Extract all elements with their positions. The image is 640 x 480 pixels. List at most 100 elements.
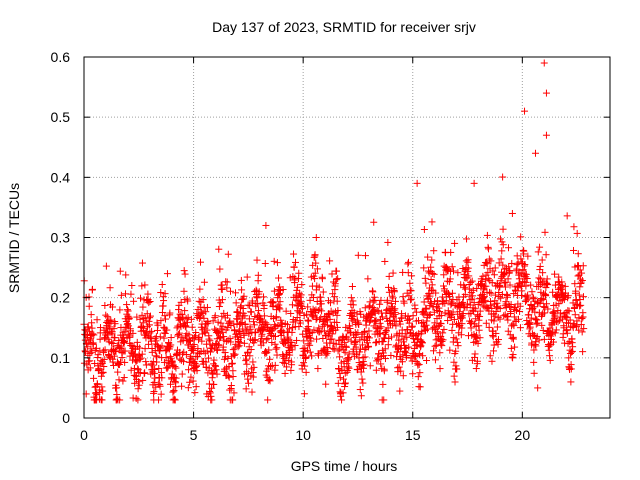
data-point <box>283 363 291 371</box>
data-point <box>89 330 97 338</box>
data-point <box>227 338 235 346</box>
data-point <box>150 378 158 386</box>
data-point <box>415 361 423 369</box>
data-point <box>423 357 431 365</box>
data-point <box>546 356 554 364</box>
data-point <box>250 336 258 344</box>
data-point <box>187 373 195 381</box>
data-point <box>368 311 376 319</box>
data-point <box>440 282 448 290</box>
data-point <box>396 387 404 395</box>
data-point <box>288 328 296 336</box>
data-point <box>572 287 580 295</box>
data-point <box>520 247 528 255</box>
data-point <box>189 377 197 385</box>
data-point <box>566 316 574 324</box>
data-point <box>467 324 475 332</box>
data-point <box>482 319 490 327</box>
data-point <box>190 347 198 355</box>
y-tick-label: 0.2 <box>51 290 71 306</box>
data-point <box>200 314 208 322</box>
data-point <box>193 367 201 375</box>
data-point <box>234 315 242 323</box>
data-point <box>430 347 438 355</box>
data-point <box>230 389 238 397</box>
data-point <box>184 384 192 392</box>
data-point <box>387 300 395 308</box>
data-point <box>270 287 278 295</box>
data-point <box>519 266 527 274</box>
data-point <box>111 347 119 355</box>
data-point <box>86 357 94 365</box>
data-point <box>203 347 211 355</box>
data-point <box>538 256 546 264</box>
data-point <box>270 257 278 265</box>
data-point <box>134 365 142 373</box>
data-point <box>492 329 500 337</box>
data-point <box>306 296 314 304</box>
data-point <box>425 311 433 319</box>
data-point <box>243 273 251 281</box>
data-point <box>499 241 507 249</box>
data-point <box>158 280 166 288</box>
data-point <box>476 307 484 315</box>
data-point <box>580 325 588 333</box>
data-point <box>269 298 277 306</box>
data-point <box>262 319 270 327</box>
data-point <box>271 332 279 340</box>
data-point <box>198 308 206 316</box>
data-point <box>287 343 295 351</box>
data-point <box>322 351 330 359</box>
data-point <box>378 313 386 321</box>
data-point <box>320 327 328 335</box>
data-point <box>138 350 146 358</box>
data-point <box>228 360 236 368</box>
data-point <box>531 308 539 316</box>
data-point <box>490 271 498 279</box>
data-point <box>111 320 119 328</box>
data-point <box>431 342 439 350</box>
data-point <box>231 344 239 352</box>
data-point <box>369 298 377 306</box>
data-point <box>190 341 198 349</box>
data-point <box>342 343 350 351</box>
data-point <box>470 179 478 187</box>
data-point <box>452 347 460 355</box>
data-point <box>223 284 231 292</box>
data-point <box>326 257 334 265</box>
data-point <box>506 281 514 289</box>
data-point <box>395 336 403 344</box>
data-point <box>387 351 395 359</box>
data-point <box>293 283 301 291</box>
data-point <box>111 334 119 342</box>
data-point <box>450 315 458 323</box>
data-point <box>99 387 107 395</box>
data-point <box>542 292 550 300</box>
data-point <box>516 324 524 332</box>
data-point <box>320 320 328 328</box>
data-point <box>361 252 369 260</box>
data-point <box>248 388 256 396</box>
data-point <box>474 339 482 347</box>
data-point <box>420 226 428 234</box>
data-point <box>370 218 378 226</box>
data-point <box>517 233 525 241</box>
data-point <box>109 340 117 348</box>
data-point <box>345 364 353 372</box>
data-point <box>121 347 129 355</box>
data-point <box>484 245 492 253</box>
data-point <box>577 301 585 309</box>
data-point <box>220 309 228 317</box>
data-point <box>173 324 181 332</box>
data-point <box>534 384 542 392</box>
data-point <box>341 348 349 356</box>
data-point <box>563 329 571 337</box>
data-point <box>488 279 496 287</box>
data-point <box>307 337 315 345</box>
data-point <box>295 269 303 277</box>
data-point <box>473 334 481 342</box>
data-point <box>163 364 171 372</box>
data-point <box>265 346 273 354</box>
y-tick-label: 0.6 <box>51 49 71 65</box>
